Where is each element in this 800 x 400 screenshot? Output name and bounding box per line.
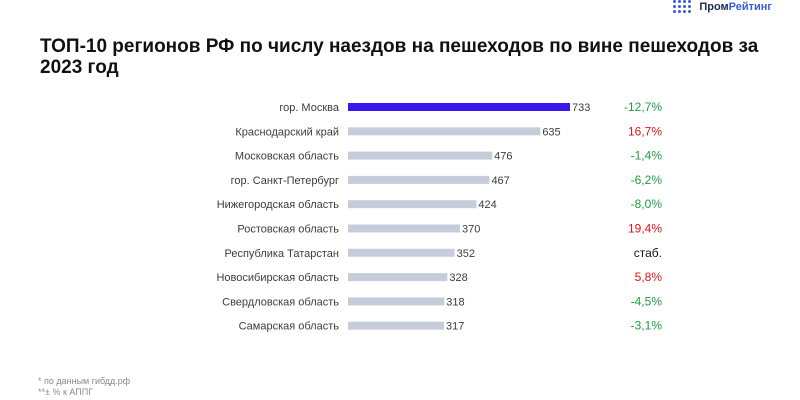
logo-dots-icon: [673, 0, 692, 13]
bar: [348, 175, 490, 184]
brand-logo: ПромРейтинг: [673, 0, 772, 13]
brand-name: ПромРейтинг: [699, 1, 772, 13]
category-label: Краснодарский край: [235, 126, 339, 138]
change-label: -4,5%: [631, 294, 663, 308]
value-label: 424: [478, 199, 496, 211]
value-label: 476: [494, 151, 512, 163]
category-label: Новосибирская область: [216, 272, 339, 284]
value-label: 318: [446, 296, 464, 308]
change-label: 16,7%: [628, 124, 662, 138]
change-label: -12,7%: [624, 100, 662, 114]
footnotes: * по данным гибдд.рф **± % к АППГ: [38, 376, 130, 398]
footnote-change: **± % к АППГ: [38, 387, 94, 397]
change-label: стаб.: [634, 246, 662, 260]
value-label: 370: [462, 224, 480, 236]
bar: [348, 127, 541, 136]
bar: [348, 248, 455, 257]
category-label: Республика Татарстан: [224, 248, 339, 260]
change-label: -1,4%: [631, 149, 663, 163]
footnote-source: * по данным гибдд.рф: [38, 376, 131, 386]
category-label: Свердловская область: [222, 296, 339, 308]
bar: [348, 103, 570, 111]
value-label: 328: [449, 272, 467, 284]
change-label: 19,4%: [628, 222, 662, 236]
value-label: 317: [446, 321, 464, 333]
category-label: Самарская область: [239, 321, 340, 333]
bar: [348, 321, 445, 330]
chart-title: ТОП-10 регионов РФ по числу наездов на п…: [40, 36, 759, 78]
brand-name-part1: Пром: [699, 0, 729, 13]
category-label: гор. Москва: [279, 102, 340, 114]
brand-name-part2: Рейтинг: [728, 0, 772, 13]
bar: [348, 224, 461, 233]
bar: [348, 151, 493, 160]
bar: [348, 273, 448, 282]
value-label: 467: [491, 175, 509, 187]
change-label: -3,1%: [631, 319, 663, 333]
value-label: 733: [572, 102, 590, 114]
bar: [348, 200, 477, 209]
value-label: 635: [542, 126, 560, 138]
category-label: Московская область: [235, 151, 339, 163]
change-label: -8,0%: [631, 197, 663, 211]
change-label: -6,2%: [631, 173, 663, 187]
category-label: гор. Санкт-Петербург: [231, 175, 339, 187]
value-label: 352: [457, 248, 475, 260]
category-label: Нижегородская область: [217, 199, 340, 211]
category-label: Ростовская область: [237, 224, 339, 236]
change-label: 5,8%: [635, 270, 663, 284]
bar: [348, 297, 445, 306]
